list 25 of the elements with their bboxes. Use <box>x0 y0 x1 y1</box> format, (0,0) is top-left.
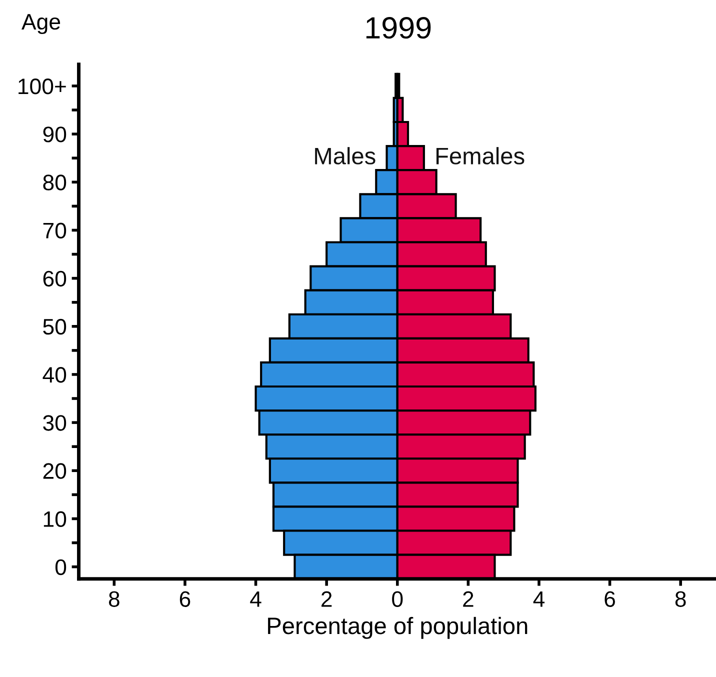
y-tick-label: 70 <box>43 222 66 238</box>
y-tick-label: 20 <box>43 463 66 479</box>
series-label: Females <box>436 147 524 164</box>
x-tick-label: 0 <box>392 591 403 607</box>
y-tick-label: 80 <box>43 174 66 190</box>
x-tick-label: 8 <box>108 591 120 607</box>
x-tick-label: 4 <box>533 591 545 607</box>
y-tick-label: 30 <box>43 415 66 431</box>
x-tick-label: 6 <box>180 591 190 607</box>
y-axis-title: Age <box>22 14 60 34</box>
x-tick-label: 6 <box>604 591 615 607</box>
x-tick-label: 8 <box>675 591 686 607</box>
y-tick-label: 50 <box>43 318 66 335</box>
y-tick-label: 100+ <box>18 78 66 94</box>
chart-title: 1999 <box>366 17 431 39</box>
y-tick-label: 60 <box>43 270 66 287</box>
y-tick-label: 10 <box>44 511 66 527</box>
x-tick-label: 2 <box>322 591 332 607</box>
y-tick-label: 90 <box>43 126 66 142</box>
y-tick-label: 40 <box>42 367 66 383</box>
x-tick-label: 2 <box>463 591 474 607</box>
series-label: Males <box>315 147 376 164</box>
y-tick-label: 0 <box>55 559 66 576</box>
x-tick-label: 4 <box>250 591 262 607</box>
x-axis-title: Percentage of population <box>268 616 528 639</box>
